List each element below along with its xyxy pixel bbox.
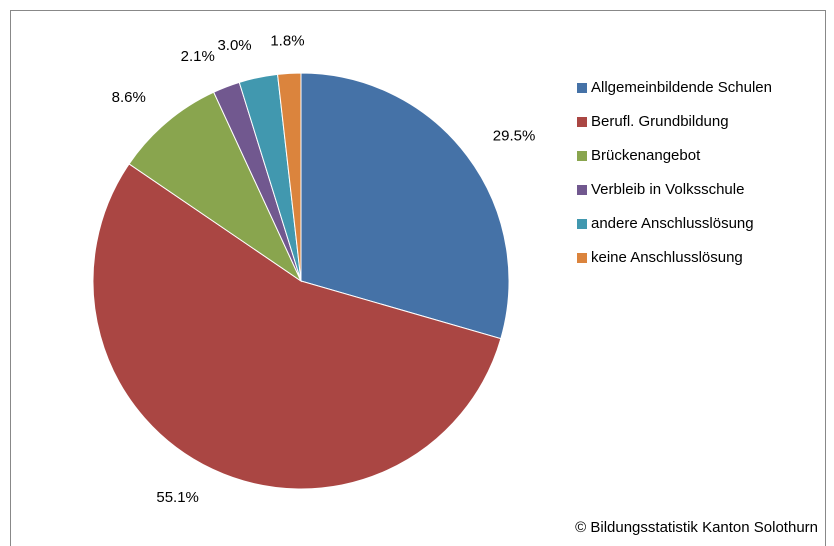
legend-label: andere Anschlusslösung [591,215,754,232]
pie-slice [128,91,303,283]
source-note: © Bildungsstatistik Kanton Solothurn [575,519,818,536]
legend-swatch [577,83,587,93]
legend-label: Berufl. Grundbildung [591,113,729,130]
legend-swatch [577,219,587,229]
legend-swatch [577,117,587,127]
data-label: 8.6% [112,89,146,106]
pie-slice [300,72,510,340]
legend-label: Verbleib in Volksschule [591,181,744,198]
data-label: 1.8% [270,32,304,49]
legend-label: Brückenangebot [591,147,701,164]
pie-slice [92,163,502,490]
legend-swatch [577,253,587,263]
pie-slice [276,72,302,282]
data-label: 2.1% [181,48,215,65]
legend-label: keine Anschlusslösung [591,249,743,266]
legend-swatch [577,185,587,195]
data-label: 3.0% [217,37,251,54]
legend-swatch [577,151,587,161]
data-label: 29.5% [493,128,536,145]
data-label: 55.1% [156,489,199,506]
legend-label: Allgemeinbildende Schulen [591,79,772,96]
